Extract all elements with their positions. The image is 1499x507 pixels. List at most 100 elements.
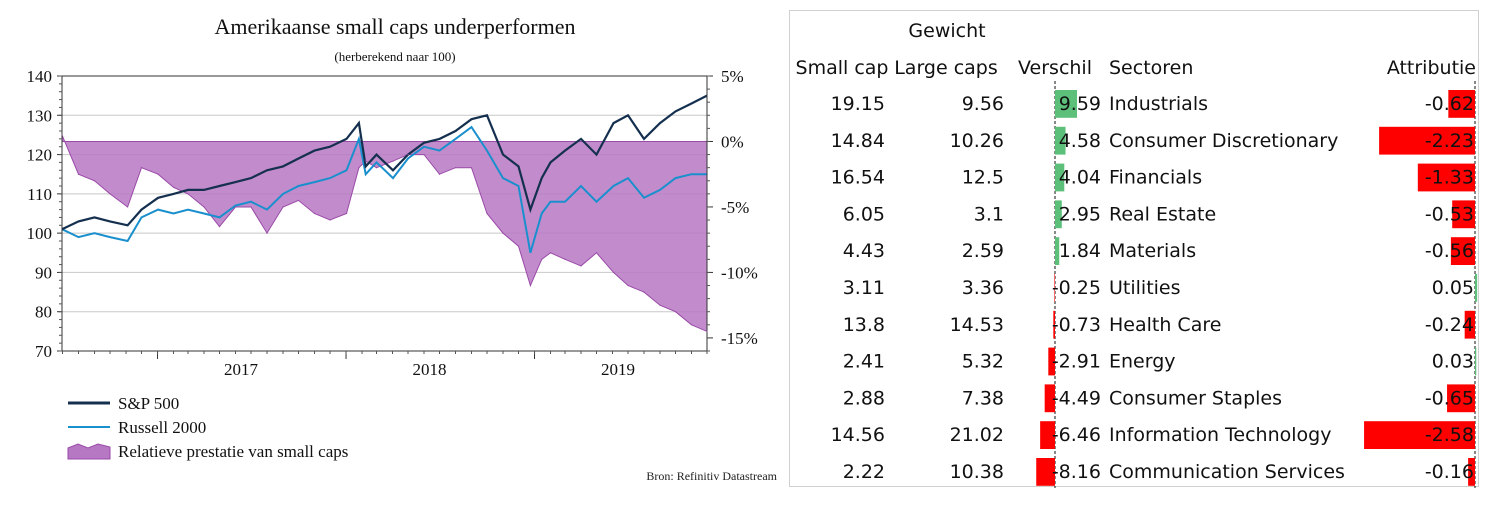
relative-performance-point <box>297 199 300 202</box>
cell-small-cap: 2.41 <box>843 351 885 373</box>
y-right-tick-label: -5% <box>721 198 749 217</box>
sp500-line <box>61 94 708 231</box>
cell-verschil: 2.95 <box>1059 203 1101 225</box>
cell-verschil: -8.16 <box>1052 461 1101 483</box>
cell-sector: Health Care <box>1109 314 1221 336</box>
cell-verschil: 4.04 <box>1059 167 1101 189</box>
cell-verschil: -4.49 <box>1052 387 1101 409</box>
table-body: 19.15 9.56 9.59 Industrials -0.62 14.84 10.26 4… <box>831 81 1478 488</box>
relative-performance-point <box>564 258 566 260</box>
source-note: Bron: Refinitiv Datastream <box>646 469 777 483</box>
relative-performance-point <box>282 206 284 208</box>
cell-large-caps: 9.56 <box>962 93 1004 115</box>
y-right-tick-label: 0% <box>721 132 744 151</box>
relative-performance-point <box>126 206 129 208</box>
cell-small-cap: 2.88 <box>843 387 885 409</box>
axes: 140 130 120 110 100 90 80 70 5% 0% -5% -10% -15% 2017… <box>27 67 758 379</box>
legend: S&P 500 Russell 2000 Relatieve prestatie… <box>67 394 348 461</box>
table-row: 2.41 5.32 -2.91 Energy 0.03 <box>843 347 1477 376</box>
relative-performance-point <box>109 193 111 195</box>
relative-performance-point <box>250 206 252 208</box>
y-left-tick-label: 80 <box>35 303 52 322</box>
verschil-bar <box>1055 200 1062 229</box>
cell-large-caps: 7.38 <box>962 387 1004 409</box>
column-header-sectoren: Sectoren <box>1109 57 1193 79</box>
relative-performance-point <box>627 284 629 287</box>
cell-small-cap: 19.15 <box>831 93 885 115</box>
column-header-large-caps: Large caps <box>894 57 998 79</box>
relative-performance-point <box>423 153 425 156</box>
cell-small-cap: 2.22 <box>843 461 885 483</box>
cell-large-caps: 2.59 <box>962 240 1004 262</box>
verschil-bar <box>1044 384 1055 413</box>
relative-performance-point <box>595 252 598 254</box>
relative-performance-point <box>358 167 360 169</box>
cell-sector: Consumer Staples <box>1109 387 1282 409</box>
attributie-bar <box>1468 458 1475 486</box>
cell-large-caps: 14.53 <box>950 314 1004 336</box>
table-row: 14.56 21.02 -6.46 Information Technology -2.… <box>831 421 1475 449</box>
cell-small-cap: 3.11 <box>843 277 885 299</box>
cell-attributie: 0.03 <box>1432 351 1474 373</box>
y-right-tick-label: -10% <box>721 263 758 282</box>
cell-large-caps: 21.02 <box>950 424 1004 446</box>
legend-label-relative-performance: Relatieve prestatie van small caps <box>118 442 348 461</box>
table-row: 19.15 9.56 9.59 Industrials -0.62 <box>831 90 1475 118</box>
cell-small-cap: 13.8 <box>843 314 885 336</box>
relative-performance-point <box>172 186 175 188</box>
relative-performance-point <box>529 284 531 287</box>
cell-large-caps: 3.1 <box>974 203 1004 225</box>
cell-attributie: -0.65 <box>1425 387 1474 409</box>
verschil-bar <box>1054 274 1055 302</box>
cell-sector: Financials <box>1109 167 1202 189</box>
cell-large-caps: 3.36 <box>962 277 1004 299</box>
cell-attributie: -0.56 <box>1425 240 1474 262</box>
attributie-bar <box>1475 347 1477 376</box>
relative-performance-point <box>549 252 552 254</box>
column-header-attributie: Attributie <box>1387 57 1476 79</box>
y-left-tick-label: 110 <box>27 185 52 204</box>
table-row: 4.43 2.59 1.84 Materials -0.56 <box>843 237 1475 265</box>
relative-performance-point <box>187 193 189 195</box>
cell-attributie: -0.16 <box>1425 461 1474 483</box>
relative-performance-point <box>313 212 316 215</box>
y-left-tick-label: 140 <box>27 67 53 86</box>
cell-large-caps: 12.5 <box>962 167 1004 189</box>
relative-performance-point <box>612 271 615 274</box>
attributie-bar <box>1447 384 1475 413</box>
verschil-bar <box>1053 310 1055 339</box>
relative-performance-point <box>61 134 63 136</box>
verschil-bar <box>1040 421 1055 449</box>
russell-2000-line <box>61 125 707 254</box>
cell-verschil: -2.91 <box>1052 351 1101 373</box>
attributie-bar <box>1475 274 1478 302</box>
cell-small-cap: 14.56 <box>831 424 885 446</box>
relative-performance-point <box>517 245 520 247</box>
table-row: 2.88 7.38 -4.49 Consumer Staples -0.65 <box>843 384 1475 413</box>
cell-large-caps: 10.26 <box>950 130 1004 152</box>
cell-sector: Real Estate <box>1109 203 1216 225</box>
relative-performance-point <box>392 160 394 162</box>
cell-sector: Materials <box>1109 240 1196 262</box>
cell-small-cap: 16.54 <box>831 167 885 189</box>
chart-subtitle: (herberekend naar 100) <box>334 49 455 64</box>
verschil-bar <box>1055 90 1078 118</box>
cell-small-cap: 14.84 <box>831 130 885 152</box>
relative-performance-point <box>218 225 221 228</box>
table-row: 16.54 12.5 4.04 Financials -1.33 <box>831 163 1475 192</box>
relative-performance-point <box>470 167 473 169</box>
cell-attributie: -0.62 <box>1425 93 1474 115</box>
legend-label-russell-2000: Russell 2000 <box>118 418 206 437</box>
cell-verschil: 1.84 <box>1059 240 1101 262</box>
y-right-tick-label: 5% <box>721 67 744 86</box>
y-left-tick-label: 100 <box>27 224 53 243</box>
cell-small-cap: 4.43 <box>843 240 885 262</box>
relative-performance-point <box>93 180 96 182</box>
cell-sector: Utilities <box>1109 277 1181 299</box>
table-row: 6.05 3.1 2.95 Real Estate -0.53 <box>843 200 1475 229</box>
cell-verschil: 9.59 <box>1059 93 1101 115</box>
legend-swatch-relative-performance <box>67 443 111 460</box>
cell-large-caps: 10.38 <box>950 461 1004 483</box>
cell-sector: Energy <box>1109 351 1176 373</box>
relative-performance-point <box>502 232 504 234</box>
